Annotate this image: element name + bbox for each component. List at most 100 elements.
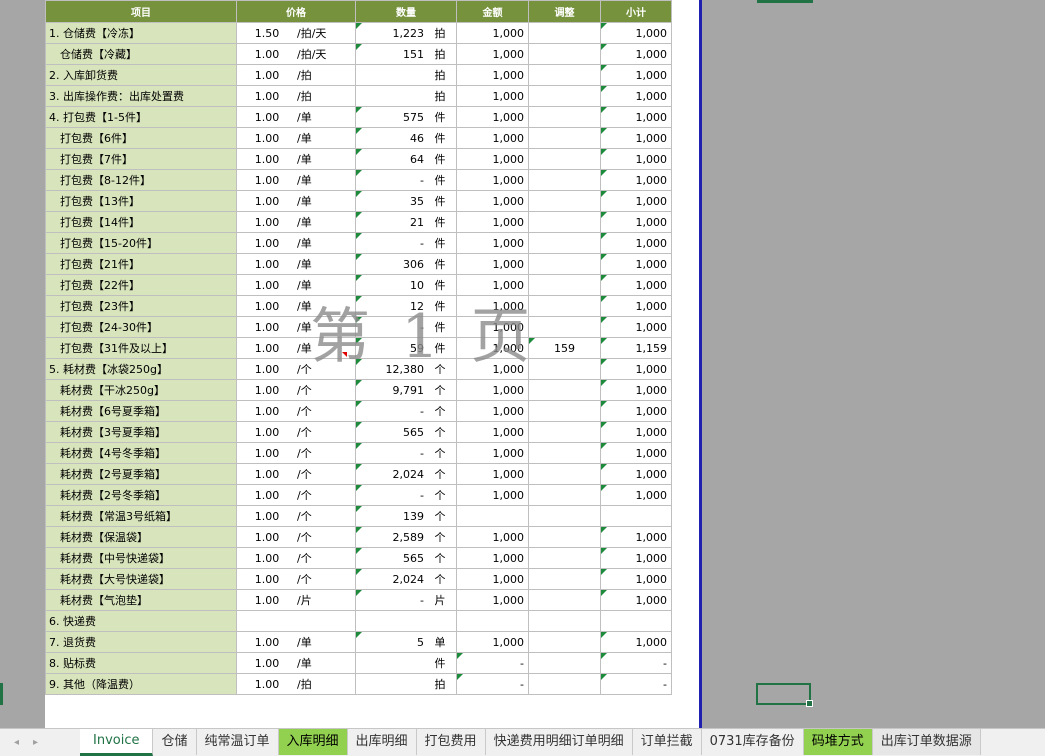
quantity-cell[interactable]: 12 件 [355, 295, 457, 317]
item-cell[interactable]: 耗材费【大号快递袋】 [45, 568, 237, 590]
adjustment-cell[interactable] [528, 169, 601, 191]
price-cell[interactable]: 1.00/个 [236, 421, 356, 443]
price-cell[interactable]: 1.00/单 [236, 232, 356, 254]
subtotal-cell[interactable]: 1,000 [600, 43, 672, 65]
adjustment-cell[interactable] [528, 568, 601, 590]
quantity-cell[interactable]: 139 个 [355, 505, 457, 527]
amount-cell[interactable]: 1,000 [456, 421, 529, 443]
price-cell[interactable]: 1.00/拍/天 [236, 43, 356, 65]
amount-cell[interactable]: 1,000 [456, 547, 529, 569]
quantity-cell[interactable]: 件 [355, 652, 457, 674]
adjustment-cell[interactable] [528, 484, 601, 506]
subtotal-cell[interactable]: 1,000 [600, 547, 672, 569]
item-cell[interactable]: 打包费【22件】 [45, 274, 237, 296]
subtotal-cell[interactable]: 1,000 [600, 148, 672, 170]
amount-cell[interactable]: 1,000 [456, 295, 529, 317]
quantity-cell[interactable]: 565 个 [355, 421, 457, 443]
active-cell[interactable] [756, 683, 813, 707]
adjustment-cell[interactable] [528, 463, 601, 485]
price-cell[interactable]: 1.00/单 [236, 106, 356, 128]
subtotal-cell[interactable]: 1,000 [600, 274, 672, 296]
adjustment-cell[interactable] [528, 106, 601, 128]
sheet-tab[interactable]: 订单拦截 [633, 729, 702, 755]
adjustment-cell[interactable] [528, 547, 601, 569]
price-cell[interactable]: 1.00/个 [236, 358, 356, 380]
item-cell[interactable]: 3. 出库操作费：出库处置费 [45, 85, 237, 107]
quantity-cell[interactable]: 59 件 [355, 337, 457, 359]
amount-cell[interactable]: 1,000 [456, 463, 529, 485]
subtotal-cell[interactable]: 1,000 [600, 190, 672, 212]
price-cell[interactable]: 1.00/单 [236, 169, 356, 191]
amount-cell[interactable]: 1,000 [456, 526, 529, 548]
subtotal-cell[interactable]: 1,000 [600, 85, 672, 107]
amount-cell[interactable]: 1,000 [456, 169, 529, 191]
scroll-left-icon[interactable]: ◂ [14, 737, 20, 748]
price-cell[interactable]: 1.00/片 [236, 589, 356, 611]
item-cell[interactable]: 打包费【23件】 [45, 295, 237, 317]
sheet-tab[interactable]: 打包费用 [417, 729, 486, 755]
header-price[interactable]: 价格 [236, 0, 356, 23]
amount-cell[interactable]: - [456, 673, 529, 695]
price-cell[interactable]: 1.00/单 [236, 274, 356, 296]
quantity-cell[interactable]: 35 件 [355, 190, 457, 212]
quantity-cell[interactable]: -个 [355, 484, 457, 506]
item-cell[interactable]: 耗材费【2号夏季箱】 [45, 463, 237, 485]
price-cell[interactable]: 1.00/拍 [236, 85, 356, 107]
item-cell[interactable]: 4. 打包费【1-5件】 [45, 106, 237, 128]
amount-cell[interactable]: 1,000 [456, 379, 529, 401]
adjustment-cell[interactable] [528, 22, 601, 44]
adjustment-cell[interactable] [528, 442, 601, 464]
adjustment-cell[interactable] [528, 253, 601, 275]
adjustment-cell[interactable] [528, 190, 601, 212]
quantity-cell[interactable]: 2,589 个 [355, 526, 457, 548]
subtotal-cell[interactable]: 1,000 [600, 316, 672, 338]
item-cell[interactable]: 耗材费【3号夏季箱】 [45, 421, 237, 443]
item-cell[interactable]: 打包费【7件】 [45, 148, 237, 170]
adjustment-cell[interactable] [528, 421, 601, 443]
amount-cell[interactable]: 1,000 [456, 484, 529, 506]
header-quantity[interactable]: 数量 [355, 0, 457, 23]
amount-cell[interactable]: 1,000 [456, 85, 529, 107]
price-cell[interactable]: 1.00/个 [236, 505, 356, 527]
subtotal-cell[interactable]: 1,000 [600, 400, 672, 422]
item-cell[interactable]: 2. 入库卸货费 [45, 64, 237, 86]
subtotal-cell[interactable]: 1,000 [600, 64, 672, 86]
adjustment-cell[interactable] [528, 316, 601, 338]
subtotal-cell[interactable]: 1,000 [600, 127, 672, 149]
sheet-tab[interactable]: 出库订单数据源 [872, 729, 981, 755]
subtotal-cell[interactable]: 1,000 [600, 484, 672, 506]
header-subtotal[interactable]: 小计 [600, 0, 672, 23]
amount-cell[interactable]: 1,000 [456, 106, 529, 128]
amount-cell[interactable]: 1,000 [456, 631, 529, 653]
item-cell[interactable]: 打包费【14件】 [45, 211, 237, 233]
item-cell[interactable]: 6. 快递费 [45, 610, 237, 632]
fill-handle[interactable] [806, 700, 813, 707]
item-cell[interactable]: 打包费【21件】 [45, 253, 237, 275]
adjustment-cell[interactable] [528, 505, 601, 527]
amount-cell[interactable]: 1,000 [456, 316, 529, 338]
sheet-tab[interactable]: 0731库存备份 [702, 729, 804, 755]
price-cell[interactable]: 1.00/拍 [236, 64, 356, 86]
item-cell[interactable]: 打包费【15-20件】 [45, 232, 237, 254]
header-adjustment[interactable]: 调整 [528, 0, 601, 23]
adjustment-cell[interactable] [528, 64, 601, 86]
subtotal-cell[interactable]: 1,000 [600, 232, 672, 254]
adjustment-cell[interactable] [528, 232, 601, 254]
sheet-tab[interactable]: 快递费用明细订单明细 [486, 729, 633, 755]
quantity-cell[interactable]: 12,380 个 [355, 358, 457, 380]
amount-cell[interactable]: 1,000 [456, 64, 529, 86]
amount-cell[interactable]: 1,000 [456, 337, 529, 359]
amount-cell[interactable]: 1,000 [456, 358, 529, 380]
sheet-outside-print-area[interactable] [702, 0, 1045, 728]
price-cell[interactable]: 1.00/个 [236, 547, 356, 569]
price-cell[interactable] [236, 610, 356, 632]
price-cell[interactable]: 1.00/单 [236, 148, 356, 170]
quantity-cell[interactable]: 拍 [355, 673, 457, 695]
quantity-cell[interactable] [355, 610, 457, 632]
price-cell[interactable]: 1.00/个 [236, 442, 356, 464]
quantity-cell[interactable]: -件 [355, 316, 457, 338]
amount-cell[interactable] [456, 505, 529, 527]
amount-cell[interactable] [456, 610, 529, 632]
adjustment-cell[interactable] [528, 127, 601, 149]
price-cell[interactable]: 1.00/单 [236, 631, 356, 653]
